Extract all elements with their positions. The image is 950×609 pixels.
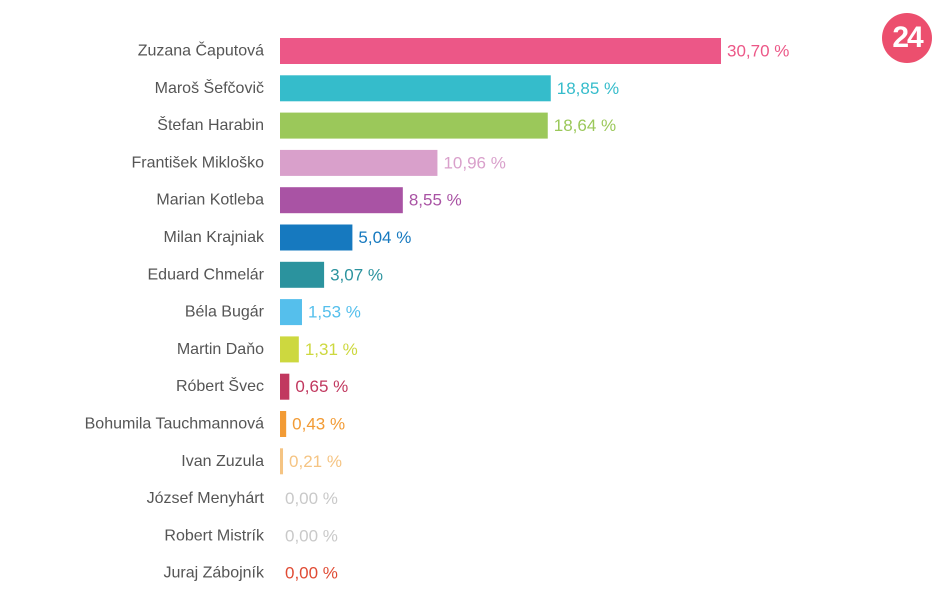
bar[interactable]	[280, 38, 721, 64]
category-label: Béla Bugár	[185, 304, 265, 321]
category-label: Bohumila Tauchmannová	[85, 416, 264, 433]
category-label: Eduard Chmelár	[148, 266, 265, 283]
value-label: 5,04 %	[358, 228, 411, 247]
bar[interactable]	[280, 149, 438, 176]
category-label: František Mikloško	[132, 154, 265, 171]
value-label: 3,07 %	[330, 265, 383, 284]
logo-24-icon: 24	[882, 13, 932, 63]
category-label: Zuzana Čaputová	[138, 41, 264, 60]
category-label: Ivan Zuzula	[181, 453, 264, 470]
bar[interactable]	[280, 299, 302, 326]
category-label: Štefan Harabin	[157, 115, 264, 134]
category-label: Martin Daňo	[177, 341, 264, 358]
value-label: 18,85 %	[557, 79, 619, 98]
value-label: 0,65 %	[295, 377, 348, 396]
value-label: 0,00 %	[285, 526, 338, 545]
value-label: 10,96 %	[443, 153, 505, 172]
bar[interactable]	[280, 75, 551, 102]
value-label: 30,70 %	[727, 42, 789, 61]
category-label: József Menyhárt	[147, 490, 265, 507]
bar[interactable]	[280, 261, 325, 288]
bar[interactable]	[280, 336, 299, 363]
bar[interactable]	[280, 373, 290, 400]
bar[interactable]	[280, 411, 287, 437]
bar[interactable]	[280, 112, 548, 139]
category-label: Maroš Šefčovič	[155, 78, 264, 97]
category-label: Juraj Zábojník	[164, 565, 265, 582]
value-label: 8,55 %	[409, 191, 462, 210]
value-label: 0,21 %	[289, 452, 342, 471]
bar[interactable]	[280, 448, 284, 475]
value-label: 1,53 %	[308, 303, 361, 322]
category-label: Róbert Švec	[176, 376, 264, 395]
category-label: Milan Krajniak	[164, 229, 265, 246]
value-label: 18,64 %	[554, 116, 616, 135]
bar[interactable]	[280, 187, 403, 214]
category-label: Robert Mistrík	[164, 527, 265, 544]
value-label: 0,00 %	[285, 489, 338, 508]
value-label: 0,43 %	[292, 415, 345, 434]
value-label: 0,00 %	[285, 564, 338, 583]
value-label: 1,31 %	[305, 340, 358, 359]
category-label: Marian Kotleba	[156, 192, 264, 209]
bar[interactable]	[280, 224, 353, 251]
